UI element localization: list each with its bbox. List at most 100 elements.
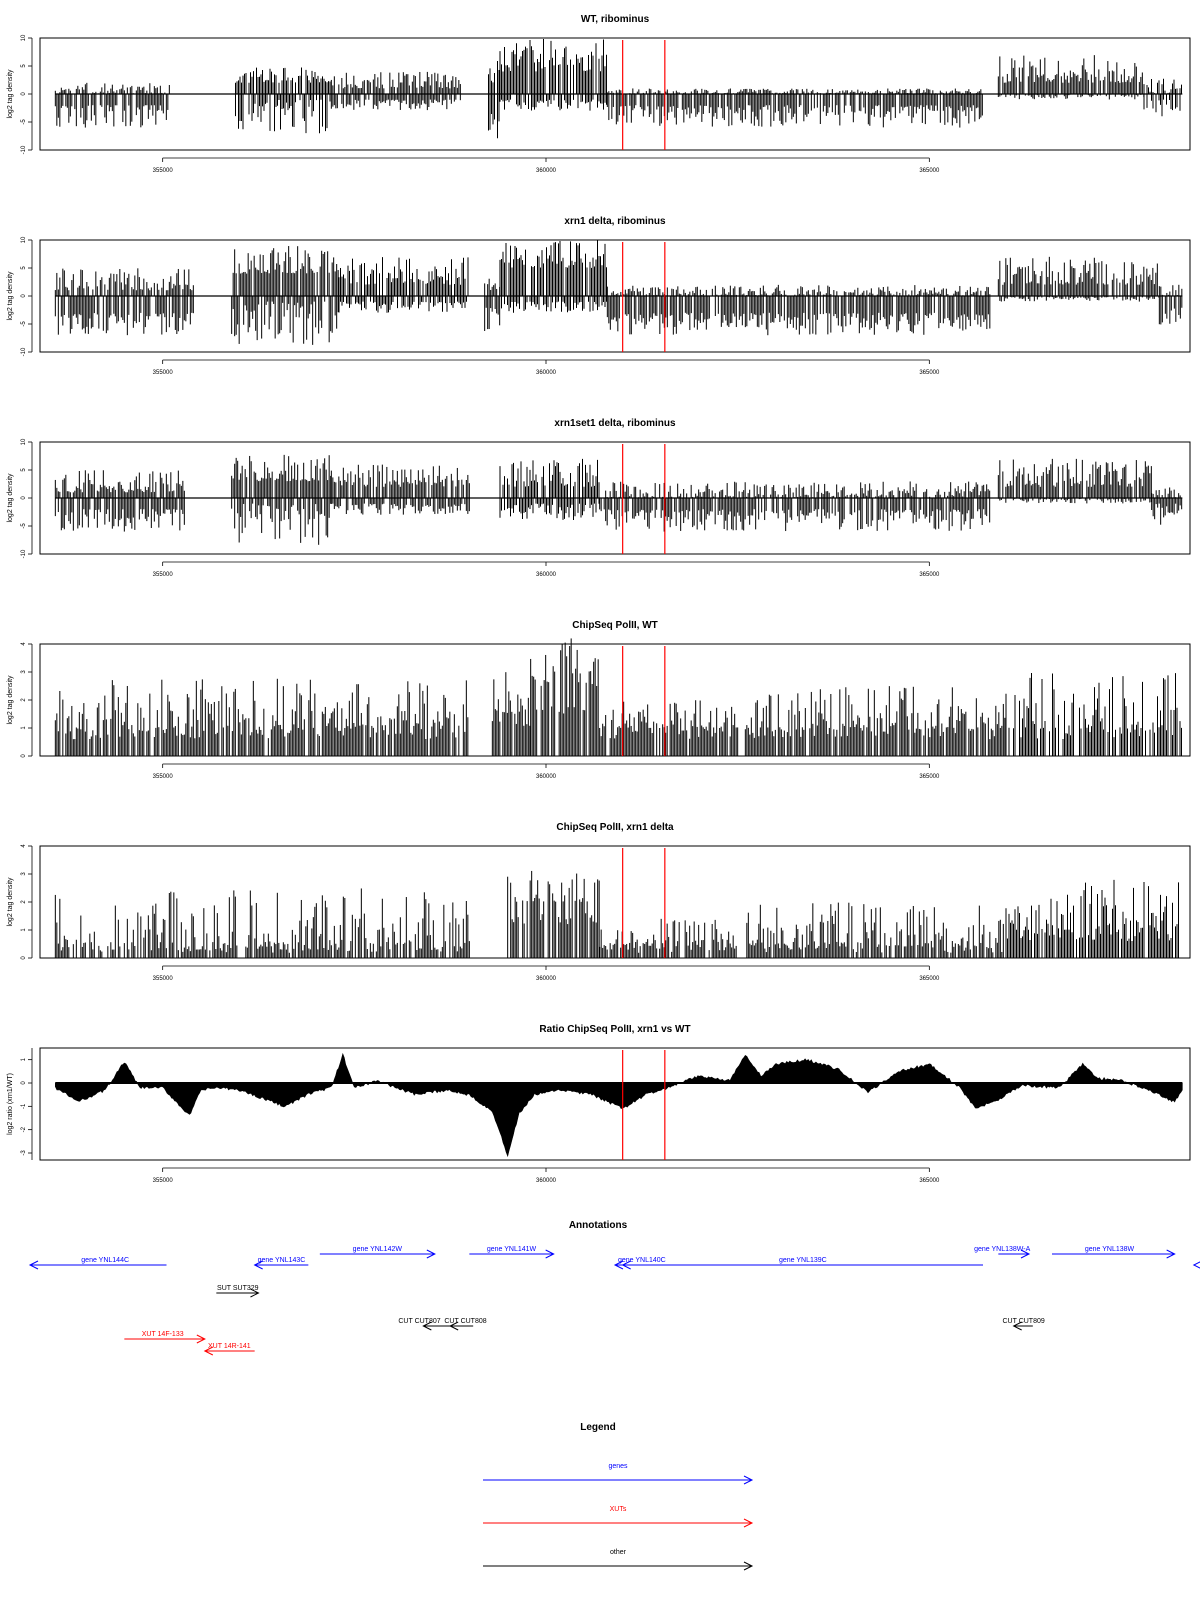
y-axis-label: log2 tag density — [7, 69, 14, 119]
arrowhead-icon — [1192, 1261, 1200, 1269]
y-tick-label: 0 — [21, 754, 27, 758]
arrowhead-icon — [28, 1260, 39, 1270]
annotation-other: SUT SUT329 — [216, 1285, 260, 1298]
bar-series — [54, 454, 1183, 545]
y-tick-label: 0 — [21, 92, 27, 96]
x-tick-label: 355000 — [153, 572, 174, 578]
chart-title: WT, ribominus — [581, 14, 650, 25]
chart-title: Ratio ChipSeq PolII, xrn1 vs WT — [539, 1024, 690, 1035]
arrowhead-icon — [250, 1288, 260, 1298]
y-tick-label: -5 — [21, 119, 27, 125]
x-tick-label: 365000 — [919, 976, 940, 982]
legend: Legend genes XUTs other — [483, 1422, 754, 1571]
y-tick-label: 0 — [21, 956, 27, 960]
legend-label: XUTs — [610, 1506, 627, 1513]
y-tick-label: -2 — [21, 1126, 27, 1132]
feature-label: gene YNL141W — [487, 1246, 537, 1253]
x-tick-label: 360000 — [536, 572, 557, 578]
chart-panel-6: Ratio ChipSeq PolII, xrn1 vs WT -3 -2 -1 0 1 l… — [7, 1024, 1191, 1184]
arrowhead-icon — [449, 1321, 459, 1331]
x-tick-label: 365000 — [919, 370, 940, 376]
legend-label: genes — [608, 1463, 628, 1470]
arrowhead-icon — [545, 1249, 555, 1259]
y-tick-label: -10 — [21, 347, 27, 356]
arrowhead-icon — [253, 1260, 263, 1270]
x-tick-label: 365000 — [919, 168, 940, 174]
annotation-gene: gene YN — [1192, 1261, 1200, 1269]
y-tick-label: 1 — [21, 726, 27, 730]
annotation-gene: gene YNL143C — [253, 1257, 309, 1270]
arrowhead-icon — [1166, 1249, 1176, 1259]
y-tick-label: -5 — [21, 523, 27, 529]
ratio-area — [54, 1052, 1183, 1158]
annotation-gene: gene YNL138W — [1052, 1246, 1176, 1259]
y-axis-label: log2 ratio (xrn1/WT) — [7, 1073, 14, 1135]
feature-label: SUT SUT329 — [217, 1285, 259, 1292]
y-tick-label: 5 — [21, 64, 27, 68]
y-tick-label: 4 — [21, 844, 27, 848]
x-tick-label: 355000 — [153, 1178, 174, 1184]
legend-entry: XUTs — [483, 1506, 754, 1528]
x-tick-label: 360000 — [536, 774, 557, 780]
y-tick-label: 0 — [21, 294, 27, 298]
y-tick-label: 10 — [21, 236, 27, 243]
feature-label: gene YNL140C — [618, 1257, 666, 1264]
y-tick-label: 5 — [21, 266, 27, 270]
y-axis-label: log2 tag density — [7, 675, 14, 725]
arrowhead-icon — [196, 1334, 206, 1344]
bar-series — [54, 638, 1182, 756]
arrowhead-icon — [743, 1518, 754, 1528]
annotation-gene: gene YNL141W — [469, 1246, 555, 1259]
arrowhead-icon — [1012, 1321, 1022, 1331]
y-tick-label: 3 — [21, 670, 27, 674]
chart-panel-2: xrn1 delta, ribominus -10 -5 0 5 10 log2 tag d… — [7, 216, 1191, 376]
y-tick-label: -5 — [21, 321, 27, 327]
y-tick-label: -3 — [21, 1150, 27, 1156]
feature-label: CUT CUT809 — [1002, 1318, 1044, 1325]
bar-series — [54, 240, 1183, 345]
arrowhead-icon — [743, 1475, 754, 1485]
x-tick-label: 365000 — [919, 572, 940, 578]
annotation-other: CUT CUT809 — [1002, 1318, 1045, 1331]
x-tick-label: 355000 — [153, 976, 174, 982]
x-tick-label: 355000 — [153, 370, 174, 376]
feature-label: gene YNL143C — [258, 1257, 306, 1264]
x-tick-label: 365000 — [919, 774, 940, 780]
y-tick-label: 10 — [21, 438, 27, 445]
arrowhead-icon — [743, 1561, 754, 1571]
annotation-gene: gene YNL138W-A — [974, 1246, 1031, 1259]
arrowhead-icon — [621, 1260, 631, 1270]
y-tick-label: 0 — [21, 1081, 27, 1085]
y-tick-label: 1 — [21, 928, 27, 932]
feature-label: XUT 14R-141 — [208, 1343, 251, 1350]
y-tick-label: 0 — [21, 496, 27, 500]
chart-title: xrn1set1 delta, ribominus — [554, 418, 676, 429]
chart-panel-1: WT, ribominus -10 -5 0 5 10 log2 tag density 35… — [7, 14, 1191, 174]
legend-entry: other — [483, 1549, 754, 1571]
plot-frame — [39, 441, 1191, 555]
x-tick-label: 360000 — [536, 976, 557, 982]
y-tick-label: -1 — [21, 1103, 27, 1109]
feature-label: CUT CUT807 — [398, 1318, 440, 1325]
annotation-other: CUT CUT808 — [444, 1318, 487, 1331]
annotation-xut: XUT 14R-141 — [203, 1343, 255, 1356]
legend-title: Legend — [580, 1422, 616, 1433]
y-tick-label: 2 — [21, 900, 27, 904]
x-tick-label: 360000 — [536, 1178, 557, 1184]
y-tick-label: -10 — [21, 549, 27, 558]
feature-label: CUT CUT808 — [444, 1318, 486, 1325]
feature-label: gene YNL138W-A — [974, 1246, 1030, 1253]
x-tick-label: 355000 — [153, 774, 174, 780]
x-tick-label: 360000 — [536, 370, 557, 376]
annotation-gene: gene YNL139C — [621, 1257, 983, 1270]
y-axis-label: log2 tag density — [7, 877, 14, 927]
chart-panel-4: ChipSeq PolII, WT 0 1 2 3 4 log2 tag density 35… — [7, 620, 1191, 780]
chart-title: ChipSeq PolII, WT — [572, 620, 658, 631]
chart-panel-5: ChipSeq PolII, xrn1 delta 0 1 2 3 4 log2 tag d… — [7, 822, 1191, 982]
y-tick-label: 3 — [21, 872, 27, 876]
chart-panel-3: xrn1set1 delta, ribominus -10 -5 0 5 10 log2 t… — [7, 418, 1191, 578]
y-tick-label: 4 — [21, 642, 27, 646]
arrowhead-icon — [422, 1321, 432, 1331]
x-tick-label: 355000 — [153, 168, 174, 174]
